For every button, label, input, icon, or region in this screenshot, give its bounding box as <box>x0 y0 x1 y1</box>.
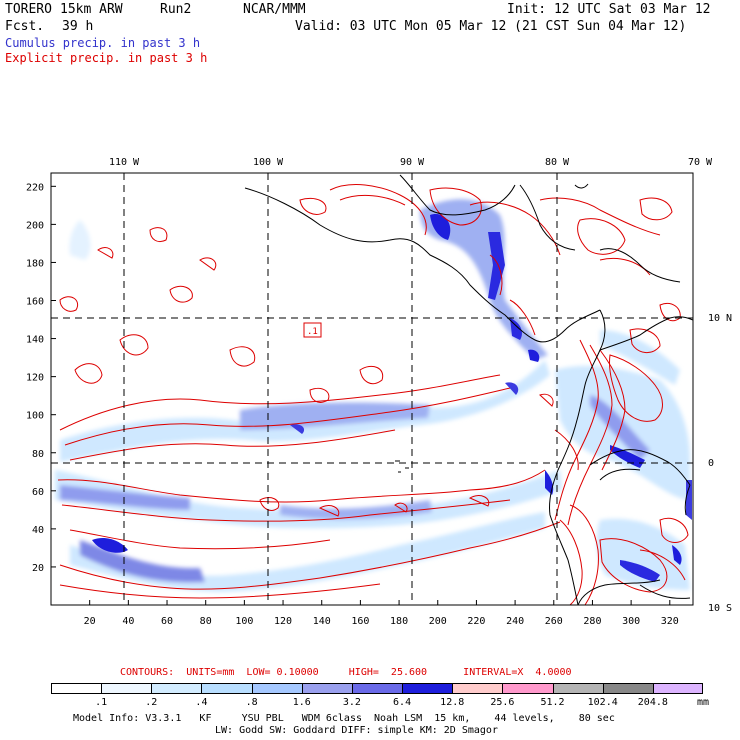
color-bar-label: 3.2 <box>342 697 361 708</box>
lat-label-10n: 10 N <box>708 313 732 324</box>
x-tick-label: 260 <box>545 616 563 627</box>
contour-label-text: .1 <box>307 327 318 337</box>
x-grid-ticks: 20 40 60 80 100 120 140 160 180 200 220 240 260 280 30… <box>84 600 679 627</box>
y-tick-label: 220 <box>26 182 44 193</box>
lat-label-10s: 10 S <box>708 603 732 614</box>
lon-label-70w: 70 W <box>688 157 713 168</box>
color-bar-label: .4 <box>195 697 208 708</box>
color-bar-label: 6.4 <box>393 697 412 708</box>
color-bar-swatch <box>301 683 352 694</box>
forecast-label: Fcst. <box>5 19 45 34</box>
graticule <box>51 173 693 605</box>
color-bar-label: .1 <box>95 697 108 708</box>
valid-time: Valid: 03 UTC Mon 05 Mar 12 (21 CST Sun … <box>295 19 687 34</box>
x-tick-label: 60 <box>161 616 173 627</box>
y-tick-label: 40 <box>32 525 44 536</box>
model-info-line2: LW: Godd SW: Goddard DIFF: simple KM: 2D… <box>215 725 498 736</box>
model-resolution: 15km ARW <box>60 2 123 17</box>
y-tick-label: 100 <box>26 411 44 422</box>
color-bar-label: 102.4 <box>587 697 618 708</box>
x-tick-label: 160 <box>351 616 369 627</box>
color-bar-label: 204.8 <box>637 697 668 708</box>
x-tick-label: 180 <box>390 616 408 627</box>
model-run: Run2 <box>160 2 192 17</box>
y-tick-label: 60 <box>32 487 44 498</box>
latitude-labels: 10 N 0 10 S <box>708 313 732 614</box>
lon-label-80w: 80 W <box>545 157 570 168</box>
cumulus-legend: Cumulus precip. in past 3 h <box>5 36 201 50</box>
model-name: TORERO <box>5 2 52 17</box>
x-tick-label: 300 <box>622 616 640 627</box>
lon-label-90w: 90 W <box>400 157 425 168</box>
color-bar-swatch <box>602 683 653 694</box>
color-bar-swatch <box>502 683 553 694</box>
x-tick-label: 240 <box>506 616 524 627</box>
contours-info: CONTOURS: UNITS=mm LOW= 0.10000 HIGH= 25… <box>120 667 572 678</box>
explicit-legend: Explicit precip. in past 3 h <box>5 51 208 65</box>
y-tick-label: 80 <box>32 449 44 460</box>
x-tick-label: 120 <box>274 616 292 627</box>
x-tick-label: 80 <box>200 616 212 627</box>
color-bar-label: 51.2 <box>540 697 565 708</box>
x-tick-label: 220 <box>467 616 485 627</box>
x-tick-label: 320 <box>661 616 679 627</box>
x-tick-label: 200 <box>429 616 447 627</box>
color-bar-swatch <box>251 683 302 694</box>
color-bar-swatch <box>201 683 252 694</box>
model-info-line1: Model Info: V3.3.1 KF YSU PBL WDM 6class… <box>73 713 615 724</box>
color-bar-swatch <box>552 683 603 694</box>
contour-label-box: .1 <box>303 322 322 338</box>
forecast-hour: 39 h <box>62 19 94 34</box>
lon-label-100w: 100 W <box>253 157 284 168</box>
y-tick-label: 140 <box>26 335 44 346</box>
coastlines <box>244 174 693 605</box>
x-tick-label: 20 <box>84 616 96 627</box>
x-tick-label: 100 <box>235 616 253 627</box>
y-tick-label: 160 <box>26 297 44 308</box>
lon-label-110w: 110 W <box>109 157 140 168</box>
y-tick-label: 180 <box>26 258 44 269</box>
y-tick-label: 120 <box>26 373 44 384</box>
init-time: Init: 12 UTC Sat 03 Mar 12 <box>507 2 711 17</box>
y-tick-label: 200 <box>26 220 44 231</box>
color-bar-units: mm <box>697 697 710 708</box>
color-bar-label: 1.6 <box>292 697 311 708</box>
explicit-precip-contours <box>57 184 689 605</box>
color-bar-label: .8 <box>245 697 258 708</box>
plot-frame <box>50 172 694 606</box>
color-bar-swatch <box>402 683 453 694</box>
color-bar-swatch <box>652 683 703 694</box>
y-tick-label: 20 <box>32 563 44 574</box>
y-grid-ticks: 220 200 180 160 140 120 100 80 60 40 20 <box>26 182 56 574</box>
longitude-labels: 110 W 100 W 90 W 80 W 70 W <box>109 157 713 168</box>
lat-label-equator: 0 <box>708 458 714 469</box>
color-bar-swatch <box>452 683 503 694</box>
color-bar-swatch <box>351 683 403 694</box>
color-bar-swatch <box>151 683 202 694</box>
color-bar-label: .2 <box>145 697 158 708</box>
color-bar-swatch <box>51 683 102 694</box>
x-tick-label: 280 <box>583 616 601 627</box>
cumulus-precip-cores <box>92 214 692 582</box>
model-org: NCAR/MMM <box>243 2 306 17</box>
x-tick-label: 140 <box>313 616 331 627</box>
x-tick-label: 40 <box>122 616 134 627</box>
color-bar-swatch <box>101 683 152 694</box>
color-bar-label: 25.6 <box>490 697 515 708</box>
color-bar-label: 12.8 <box>440 697 465 708</box>
